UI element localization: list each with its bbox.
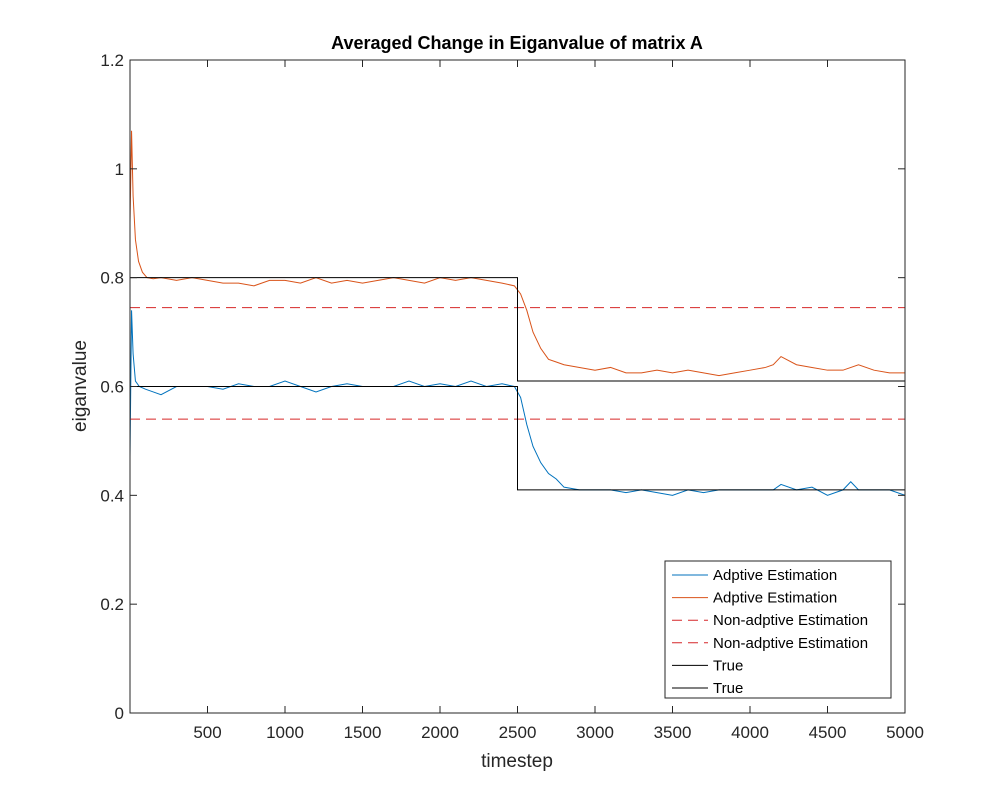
y-tick-label: 0.4 xyxy=(100,486,124,505)
y-tick-label: 1.2 xyxy=(100,51,124,70)
legend-label-5: True xyxy=(713,680,743,697)
y-tick-label: 0.8 xyxy=(100,269,124,288)
x-tick-label: 2000 xyxy=(421,723,459,742)
legend-box xyxy=(664,560,892,699)
x-tick-label: 3000 xyxy=(576,723,614,742)
series-layer xyxy=(130,130,905,496)
y-tick-label: 1 xyxy=(115,160,124,179)
y-tick-label: 0.2 xyxy=(100,595,124,614)
x-tick-label: 5000 xyxy=(886,723,924,742)
legend-label-4: True xyxy=(713,657,743,674)
x-tick-label: 3500 xyxy=(654,723,692,742)
legend-label-0: Adptive Estimation xyxy=(713,567,837,584)
legend-label-3: Non-adptive Estimation xyxy=(713,635,868,652)
x-axis-label: timestep xyxy=(481,751,553,772)
series-line-5 xyxy=(130,277,905,382)
chart-title: Averaged Change in Eiganvalue of matrix … xyxy=(331,33,703,53)
legend-label-1: Adptive Estimation xyxy=(713,590,837,607)
legend-label-2: Non-adptive Estimation xyxy=(713,612,868,629)
y-tick-label: 0 xyxy=(115,704,124,723)
x-tick-label: 500 xyxy=(193,723,221,742)
x-tick-label: 1000 xyxy=(266,723,304,742)
y-tick-label: 0.6 xyxy=(100,378,124,397)
x-tick-label: 2500 xyxy=(499,723,537,742)
series-line-4 xyxy=(130,386,905,491)
x-tick-label: 4000 xyxy=(731,723,769,742)
x-axis-ticks: 500 1000 1500 2000 2500 3000 3500 4000 4500 5000 xyxy=(193,60,924,742)
x-tick-label: 1500 xyxy=(344,723,382,742)
y-axis-label: eiganvalue xyxy=(70,340,91,432)
legend: Adptive Estimation Adptive Estimation Non-… xyxy=(664,560,892,699)
x-tick-label: 4500 xyxy=(809,723,847,742)
y-axis-ticks: 0 0.2 0.4 0.6 0.8 1 1.2 xyxy=(100,51,905,723)
